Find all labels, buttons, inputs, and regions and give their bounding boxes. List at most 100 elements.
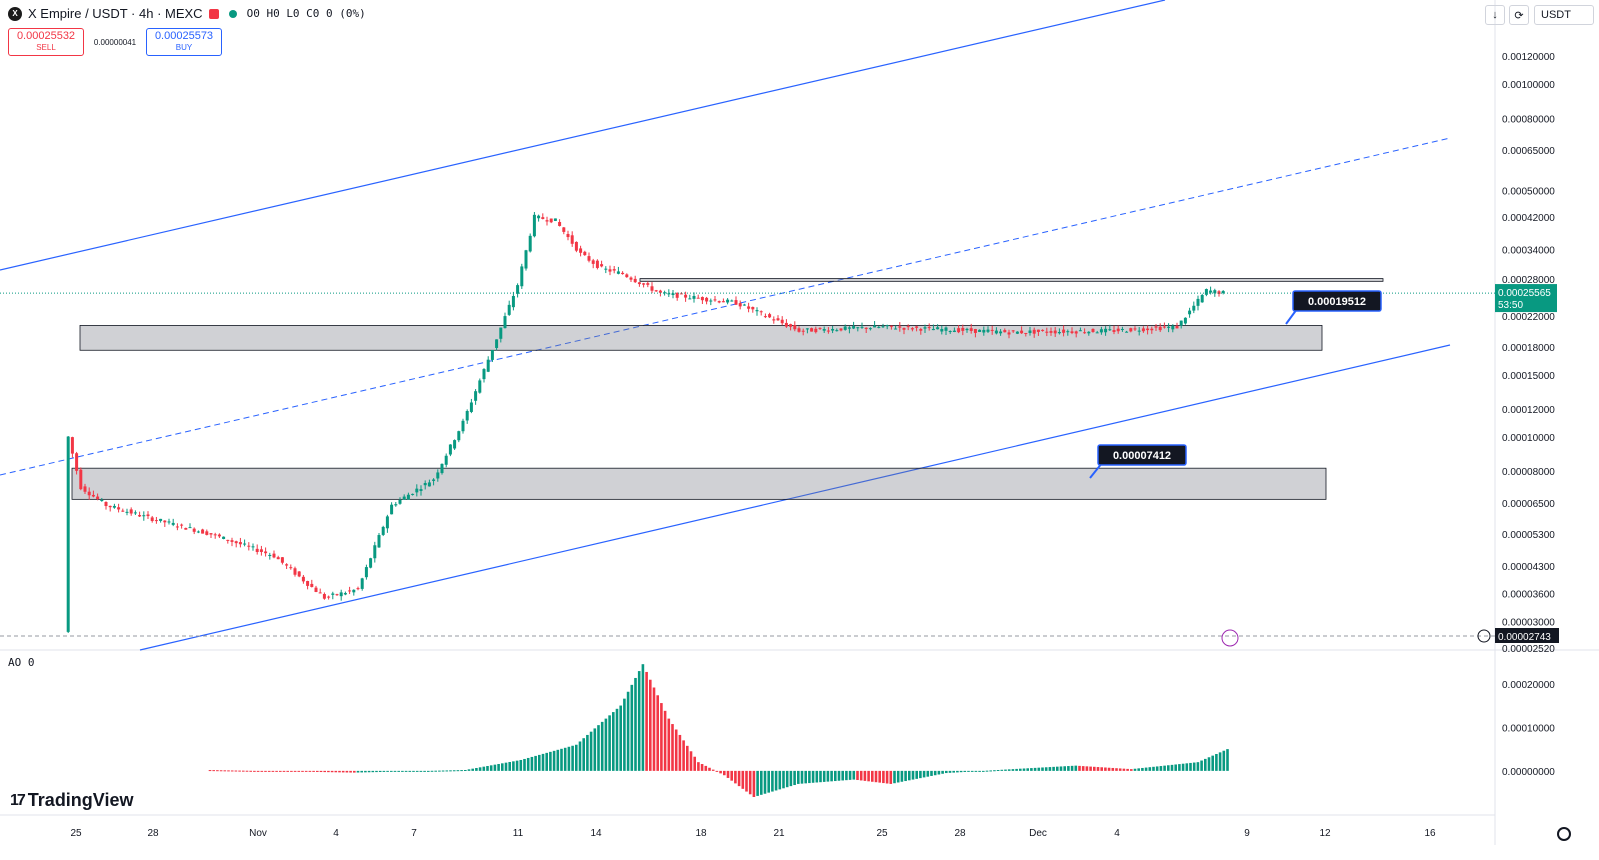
time-tick-label: 25 xyxy=(70,828,82,839)
candle-body xyxy=(247,545,251,547)
symbol-title[interactable]: X Empire / USDT · 4h · MEXC xyxy=(28,6,203,21)
candle-body xyxy=(104,502,108,507)
candle-body xyxy=(961,327,965,331)
candle-body xyxy=(1087,331,1091,334)
candle-body xyxy=(1003,330,1007,333)
candle-body xyxy=(1146,328,1150,331)
sell-button[interactable]: 0.00025532 SELL xyxy=(8,28,84,56)
ao-bar xyxy=(619,705,622,771)
ao-bar xyxy=(882,770,885,784)
ao-bar xyxy=(826,770,830,782)
candle-body xyxy=(898,326,902,328)
ao-bar xyxy=(552,750,556,771)
ao-bar xyxy=(1011,769,1015,771)
candle-body xyxy=(713,299,717,301)
ao-bar xyxy=(937,770,941,775)
ao-bar xyxy=(401,770,404,772)
candle-body xyxy=(537,215,541,219)
ao-bar xyxy=(867,770,870,782)
ao-bar xyxy=(382,770,386,772)
ao-bar xyxy=(556,749,560,771)
candle-body xyxy=(301,576,305,582)
candle-body xyxy=(789,324,793,327)
candle-body xyxy=(1179,320,1183,326)
candle-body xyxy=(936,327,940,330)
ao-bar xyxy=(982,770,985,772)
candle-body xyxy=(696,297,700,299)
candle-body xyxy=(894,328,898,330)
ao-bar xyxy=(922,770,926,778)
download-icon[interactable]: ↓ xyxy=(1485,5,1505,25)
settings-gear-icon[interactable] xyxy=(1557,827,1571,841)
ao-bar xyxy=(959,770,963,773)
buy-price: 0.00025573 xyxy=(154,30,214,42)
candle-body xyxy=(839,328,843,331)
ao-bar xyxy=(582,738,585,771)
ao-bar xyxy=(464,770,467,771)
time-tick-label: 12 xyxy=(1319,828,1331,839)
candle-body xyxy=(1070,331,1074,333)
tradingview-mark-icon: 17 xyxy=(10,791,26,809)
candle-body xyxy=(990,329,994,331)
time-tick-label: 21 xyxy=(773,828,785,839)
ao-bar xyxy=(811,770,815,783)
ao-bar xyxy=(693,756,696,771)
ao-bar xyxy=(478,767,482,771)
ao-bar xyxy=(1226,749,1229,771)
ao-bar xyxy=(412,770,415,772)
ao-bar xyxy=(1037,767,1041,771)
tradingview-logo[interactable]: 17 TradingView xyxy=(10,790,134,811)
ao-bar xyxy=(830,770,833,782)
ao-bar xyxy=(904,770,907,782)
candle-body xyxy=(524,250,528,269)
time-tick-label: 4 xyxy=(1114,828,1120,839)
candle-body xyxy=(448,444,452,455)
ao-bar xyxy=(1019,768,1022,771)
ao-bar xyxy=(871,770,874,782)
ao-bar xyxy=(1074,765,1078,771)
fullscreen-icon[interactable]: ⟳ xyxy=(1509,5,1529,25)
ao-bar xyxy=(930,770,933,776)
buy-button[interactable]: 0.00025573 BUY xyxy=(146,28,222,56)
ao-bar xyxy=(1089,766,1092,771)
candle-body xyxy=(957,328,961,333)
ao-bar xyxy=(501,763,504,771)
candle-body xyxy=(1221,290,1225,294)
ao-bar xyxy=(782,770,785,789)
price-tick-label: 0.00010000 xyxy=(1502,433,1555,444)
candle-body xyxy=(427,482,431,487)
ao-indicator-label[interactable]: AO 0 xyxy=(8,656,35,669)
candle-body xyxy=(784,322,788,327)
currency-select[interactable]: USDT xyxy=(1534,5,1594,25)
candle-body xyxy=(369,558,373,568)
ao-bar xyxy=(815,770,819,783)
ao-bar xyxy=(560,748,563,771)
ao-bar xyxy=(778,770,782,790)
ao-bar xyxy=(423,770,426,772)
candle-body xyxy=(541,217,545,219)
ao-bar xyxy=(216,770,219,772)
ao-bar xyxy=(800,770,804,784)
ao-bar xyxy=(271,770,275,772)
ao-bar xyxy=(1044,767,1048,771)
ao-bar xyxy=(1063,766,1066,771)
ao-bar xyxy=(567,746,571,771)
price-callout-label: 0.00019512 xyxy=(1308,296,1366,308)
candle-body xyxy=(1083,332,1087,334)
candle-body xyxy=(511,295,515,308)
ao-bar xyxy=(427,770,430,772)
candle-body xyxy=(558,221,562,226)
candle-body xyxy=(474,391,478,401)
candle-body xyxy=(889,325,893,327)
ao-bar xyxy=(656,695,659,771)
ao-bar xyxy=(486,765,489,771)
time-tick-label: Dec xyxy=(1029,828,1047,839)
candle-body xyxy=(180,524,184,526)
ao-bar xyxy=(1048,767,1052,771)
time-tick-label: 28 xyxy=(147,828,159,839)
candle-body xyxy=(1066,331,1070,333)
candle-body xyxy=(1032,329,1036,334)
time-tick-label: 4 xyxy=(333,828,339,839)
ao-bar xyxy=(334,770,338,773)
